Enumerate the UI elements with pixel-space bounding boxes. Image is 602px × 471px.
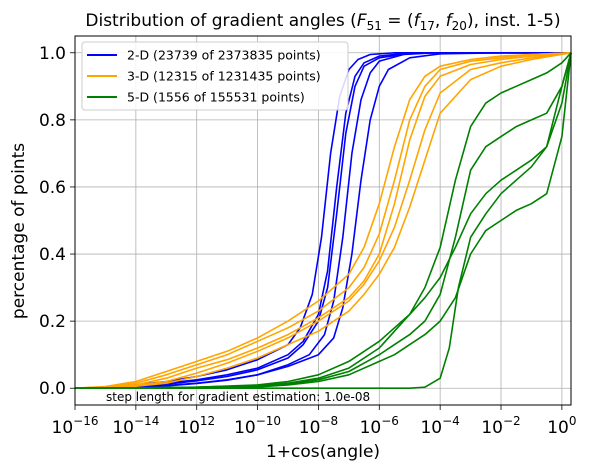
- x-tick-base: 10: [299, 418, 321, 438]
- legend-label: 3-D (12315 of 1231435 points): [127, 69, 321, 84]
- series-3-instance-1-line: [75, 52, 572, 390]
- x-tick-base: 10: [360, 418, 382, 438]
- legend-entry-2: 3-D (12315 of 1231435 points): [87, 69, 321, 84]
- series-2-instance-2-line: [74, 52, 572, 389]
- ticks: 10−16 10−14 1012 10−10 10−8 10−6 10−4 10−2 1000.…: [39, 44, 577, 438]
- x-tick-exponent: −8: [320, 414, 338, 428]
- title-f-subscript: 51: [367, 19, 382, 33]
- y-tick-label: 0.4: [39, 245, 66, 265]
- series-3-instance-5-line: [75, 52, 572, 390]
- x-tick-base: 10: [52, 418, 74, 438]
- title-a-symbol: f: [414, 11, 423, 31]
- title-prefix: Distribution of gradient angles (: [85, 11, 356, 31]
- y-tick-label: 0.8: [39, 111, 66, 131]
- series-2-instance-5-line: [74, 52, 572, 389]
- title-equals: = (: [382, 11, 414, 31]
- x-tick-label: 1012: [178, 414, 215, 438]
- y-tick-label: 0.0: [39, 379, 66, 399]
- x-tick-exponent: −6: [381, 414, 399, 428]
- x-tick-label: 10−10: [234, 414, 281, 438]
- x-tick-base: 10: [481, 418, 503, 438]
- x-tick-exponent: −4: [442, 414, 460, 428]
- x-tick-label: 10−8: [299, 414, 338, 438]
- x-tick-exponent: −16: [73, 414, 98, 428]
- series-2-instance-1-line: [74, 52, 572, 389]
- y-tick-label: 1.0: [39, 44, 66, 64]
- x-tick-label: 10−4: [420, 414, 459, 438]
- x-tick-exponent: −14: [134, 414, 159, 428]
- title-f-symbol: F: [357, 11, 367, 31]
- series-2-instance-4-line: [74, 52, 572, 389]
- x-tick-base: 10: [234, 418, 256, 438]
- series-3-instance-4-line: [74, 52, 572, 390]
- legend-label: 5-D (1556 of 155531 points): [127, 90, 305, 105]
- series-2-instance-3-line: [74, 52, 572, 389]
- title-b-subscript: 20: [452, 19, 467, 33]
- x-tick-label: 10−16: [52, 414, 99, 438]
- title-a-subscript: 17: [420, 19, 435, 33]
- x-axis-label: 1+cos(angle): [266, 442, 380, 462]
- x-tick-exponent: 12: [200, 414, 215, 428]
- annotation-layer: step length for gradient estimation: 1.0…: [106, 390, 370, 404]
- title-b-symbol: f: [446, 11, 455, 31]
- legend-label: 2-D (23739 of 2373835 points): [127, 48, 321, 63]
- title-suffix: ), inst. 1-5): [467, 11, 561, 31]
- x-tick-base: 10: [178, 418, 200, 438]
- legend-entry-1: 2-D (23739 of 2373835 points): [87, 48, 321, 63]
- x-tick-exponent: −10: [256, 414, 281, 428]
- step-length-annotation: step length for gradient estimation: 1.0…: [106, 390, 370, 404]
- legend: 2-D (23739 of 2373835 points) 3-D (12315 …: [81, 41, 349, 111]
- x-tick-label: 10−14: [112, 414, 159, 438]
- x-tick-base: 10: [547, 418, 569, 438]
- y-axis-label: percentage of points: [9, 143, 29, 319]
- title-comma: ,: [435, 11, 446, 31]
- legend-box: [81, 41, 349, 111]
- x-tick-base: 10: [112, 418, 134, 438]
- x-tick-base: 10: [420, 418, 442, 438]
- series-3: [74, 52, 572, 390]
- x-tick-exponent: 0: [569, 414, 577, 428]
- series-lines: [74, 51, 572, 390]
- legend-entry-3: 5-D (1556 of 155531 points): [87, 90, 305, 105]
- x-tick-label: 10−2: [481, 414, 520, 438]
- axes-frame: [74, 35, 572, 406]
- series-2: [74, 52, 572, 389]
- x-tick-label: 100: [547, 414, 576, 438]
- y-tick-label: 0.6: [39, 178, 66, 198]
- y-tick-label: 0.2: [39, 312, 66, 332]
- x-tick-exponent: −2: [503, 414, 521, 428]
- x-tick-label: 10−6: [360, 414, 399, 438]
- series-1-instance-5-line: [74, 51, 571, 389]
- chart-title: Distribution of gradient angles (F51 = (…: [85, 11, 560, 33]
